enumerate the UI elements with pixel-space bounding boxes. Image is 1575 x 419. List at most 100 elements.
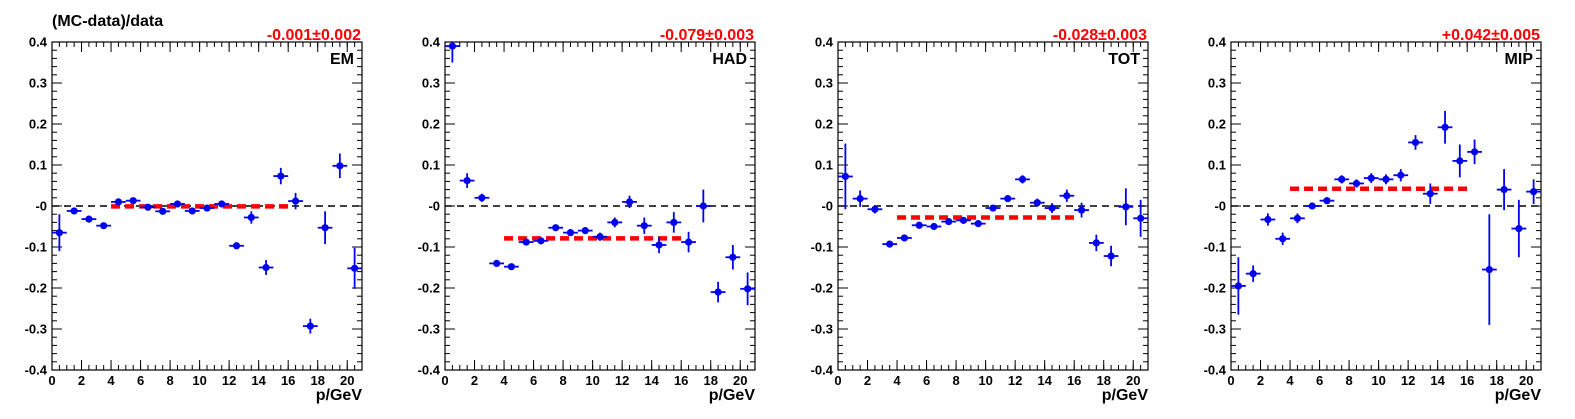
x-tick-label: 16 [281, 373, 295, 388]
y-tick-label: -0.1 [418, 240, 440, 255]
y-tick-label: 0.1 [29, 158, 47, 173]
y-tick-label: 0.3 [815, 76, 833, 91]
y-tick-label: -0.2 [25, 281, 47, 296]
data-point [507, 263, 516, 271]
fit-result-label: -0.028±0.003 [1053, 27, 1147, 44]
x-tick-label: 18 [703, 373, 717, 388]
fit-result-label: -0.079±0.003 [660, 27, 754, 44]
panel-label: TOT [1108, 51, 1140, 68]
x-tick-label: 4 [107, 373, 115, 388]
data-point [448, 42, 456, 50]
data-point [871, 205, 879, 213]
data-point [218, 200, 226, 208]
data-point [989, 204, 997, 212]
x-tick-label: 6 [530, 373, 537, 388]
x-tick-label: 14 [1430, 373, 1445, 388]
y-tick-label: -0.1 [811, 240, 833, 255]
x-tick-label: 16 [674, 373, 688, 388]
x-tick-label: 20 [1126, 373, 1140, 388]
data-point [129, 197, 137, 205]
data-point [566, 229, 575, 237]
y-tick-label: 0.1 [815, 158, 833, 173]
data-point [262, 263, 270, 272]
y-tick-label: 0.2 [815, 117, 833, 132]
x-tick-label: 10 [192, 373, 206, 388]
x-tick-label: 18 [1489, 373, 1503, 388]
data-point [277, 172, 285, 180]
data-point [522, 238, 530, 246]
panel-had: -0.4 -0.3 -0.2 -0.1 -0 0.1 0.2 0.3 0.4 0 2 4 6 8 10 12 1… [418, 27, 756, 404]
y-tick-label: -0.3 [1204, 322, 1226, 337]
x-tick-label: 14 [251, 373, 266, 388]
y-tick-label: 0.1 [422, 158, 440, 173]
x-axis-title: p/GeV [316, 387, 363, 404]
data-point [1338, 175, 1346, 183]
x-tick-label: 14 [1037, 373, 1052, 388]
x-tick-label: 12 [222, 373, 236, 388]
x-axis-title: p/GeV [1495, 387, 1542, 404]
y-tick-label: -0.4 [418, 363, 441, 378]
x-tick-label: 2 [471, 373, 478, 388]
data-point [1137, 214, 1145, 222]
data-point [100, 222, 108, 230]
x-tick-label: 10 [978, 373, 992, 388]
data-point [1107, 252, 1115, 260]
data-point [744, 285, 752, 293]
data-point [1264, 215, 1272, 224]
y-tick-label: -0.1 [1204, 240, 1226, 255]
x-tick-label: 4 [1286, 373, 1294, 388]
data-point [173, 200, 182, 208]
data-point [1441, 123, 1449, 131]
data-point [974, 220, 982, 228]
x-tick-label: 6 [137, 373, 144, 388]
y-tick-label: -0.2 [1204, 281, 1226, 296]
data-point [1456, 157, 1464, 165]
figure-title: (MC-data)/data [52, 13, 163, 30]
data-point [581, 227, 589, 235]
y-tick-label: -0.4 [811, 363, 834, 378]
y-tick-label: -0.3 [25, 322, 47, 337]
data-point [1382, 175, 1390, 183]
data-point [1530, 188, 1538, 196]
data-point [1367, 174, 1375, 182]
y-tick-label: -0 [428, 199, 440, 214]
data-point [841, 172, 849, 181]
y-tick-label: 0.3 [29, 76, 47, 91]
x-tick-label: 8 [952, 373, 959, 388]
y-tick-label: -0.3 [811, 322, 833, 337]
data-point [886, 240, 894, 248]
x-tick-label: 18 [310, 373, 324, 388]
x-tick-label: 12 [615, 373, 629, 388]
data-point [351, 264, 359, 272]
x-axis-title: p/GeV [709, 387, 756, 404]
y-tick-label: 0.4 [29, 35, 48, 50]
data-point [1063, 192, 1071, 200]
y-tick-label: -0.4 [25, 363, 48, 378]
data-point [321, 224, 329, 232]
data-point [1293, 214, 1302, 222]
x-tick-label: 0 [834, 373, 841, 388]
data-point [306, 322, 314, 330]
x-tick-label: 10 [1371, 373, 1385, 388]
x-tick-label: 6 [923, 373, 930, 388]
data-point [1092, 239, 1100, 247]
data-point [699, 202, 707, 210]
x-axis-title: p/GeV [1102, 387, 1149, 404]
y-tick-label: -0 [1214, 199, 1226, 214]
data-point [336, 162, 344, 170]
data-point [1308, 202, 1316, 210]
data-point [1500, 186, 1508, 194]
x-tick-label: 20 [733, 373, 747, 388]
data-point [915, 221, 923, 229]
data-point [114, 198, 123, 206]
data-point [1122, 203, 1130, 211]
panel-tot: -0.4 -0.3 -0.2 -0.1 -0 0.1 0.2 0.3 0.4 0 2 4 6 8 10 12 1… [811, 27, 1149, 404]
data-point [1411, 138, 1420, 147]
data-point [1048, 204, 1056, 212]
x-tick-label: 2 [78, 373, 85, 388]
fit-result-label: +0.042±0.005 [1442, 27, 1540, 44]
x-tick-label: 18 [1096, 373, 1110, 388]
data-point [85, 215, 93, 223]
fit-result-label: -0.001±0.002 [267, 27, 361, 44]
